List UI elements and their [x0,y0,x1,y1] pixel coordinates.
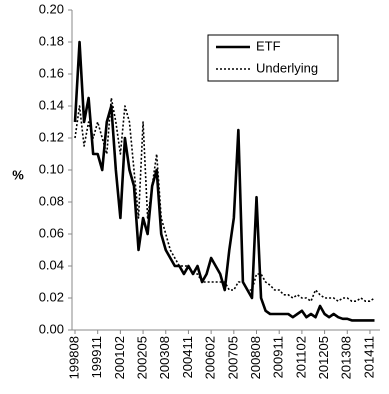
x-tick-label: 200205 [135,336,150,379]
x-tick-label: 200102 [112,336,127,379]
x-tick-label: 200602 [203,336,218,379]
series-line [74,97,375,302]
x-tick-label: 200808 [248,336,263,379]
x-tick-label: 200705 [225,336,240,379]
legend-label: ETF [256,38,281,53]
x-tick-label: 200911 [271,336,286,378]
x-tick-label: 201308 [339,336,354,379]
y-tick-label: 0.16 [39,65,64,80]
y-tick-label: 0.18 [39,33,64,48]
series-line [73,40,375,322]
x-tick-label: 201205 [316,336,331,379]
y-tick-label: 0.10 [39,161,64,176]
y-tick-label: 0.04 [39,257,64,272]
y-tick-label: 0.20 [39,1,64,16]
y-tick-label: 0.08 [39,193,64,208]
y-axis-label: % [12,167,24,182]
y-tick-label: 0.12 [39,129,64,144]
x-tick-label: 201411 [361,336,376,378]
y-tick-label: 0.02 [39,289,64,304]
x-tick-label: 200308 [157,336,172,379]
y-tick-label: 0.06 [39,225,64,240]
x-tick-label: 200411 [180,336,195,378]
x-tick-label: 199808 [66,336,81,379]
y-tick-label: 0.00 [39,321,64,336]
x-tick-label: 201102 [293,336,308,378]
legend-label: Underlying [256,60,318,75]
y-tick-label: 0.14 [39,97,64,112]
legend-box [207,34,339,82]
x-tick-label: 199911 [89,336,104,378]
